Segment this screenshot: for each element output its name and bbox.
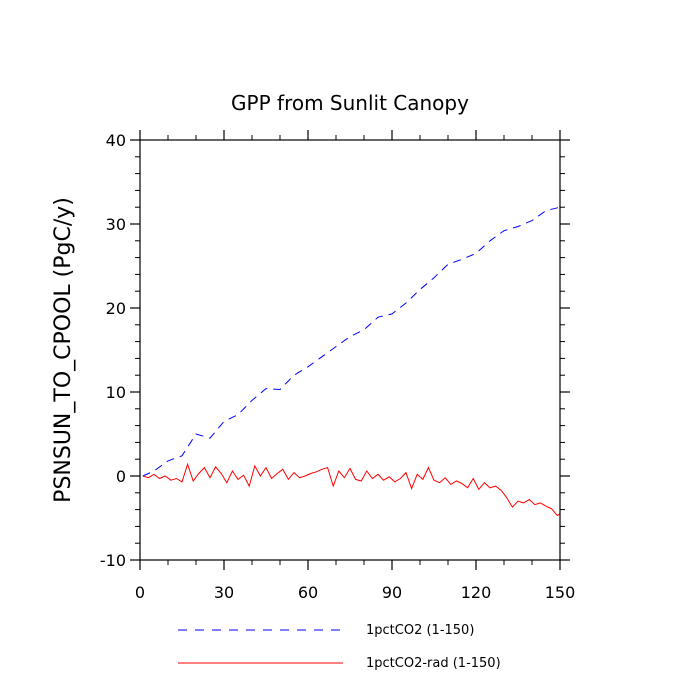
series-lines <box>142 206 561 517</box>
chart-title: GPP from Sunlit Canopy <box>231 91 469 115</box>
y-axis-label: PSNSUN_TO_CPOOL (PgC/y) <box>51 197 76 503</box>
x-tick-label: 0 <box>135 583 145 602</box>
x-tick-label: 60 <box>298 583 318 602</box>
y-tick-label: 40 <box>106 131 126 150</box>
plot-frame <box>139 139 561 561</box>
legend-label-1pctco2: 1pctCO2 (1-150) <box>366 623 474 638</box>
tick-labels: 0 30 60 90 120 150 -10 0 10 20 30 40 <box>100 131 575 602</box>
y-tick-label: 20 <box>106 299 126 318</box>
y-tick-label: 0 <box>116 467 126 486</box>
y-tick-label: -10 <box>100 551 126 570</box>
legend-label-1pctco2-rad: 1pctCO2-rad (1-150) <box>366 656 501 671</box>
y-tick-label: 10 <box>106 383 126 402</box>
x-tick-label: 30 <box>214 583 234 602</box>
x-tick-label: 150 <box>545 583 576 602</box>
legend: 1pctCO2 (1-150) 1pctCO2-rad (1-150) <box>178 623 501 671</box>
y-tick-label: 30 <box>106 215 126 234</box>
series-line-1 <box>142 462 561 517</box>
x-tick-label: 120 <box>461 583 492 602</box>
axis-ticks <box>130 130 570 570</box>
x-tick-label: 90 <box>382 583 402 602</box>
series-line-0 <box>142 206 561 477</box>
